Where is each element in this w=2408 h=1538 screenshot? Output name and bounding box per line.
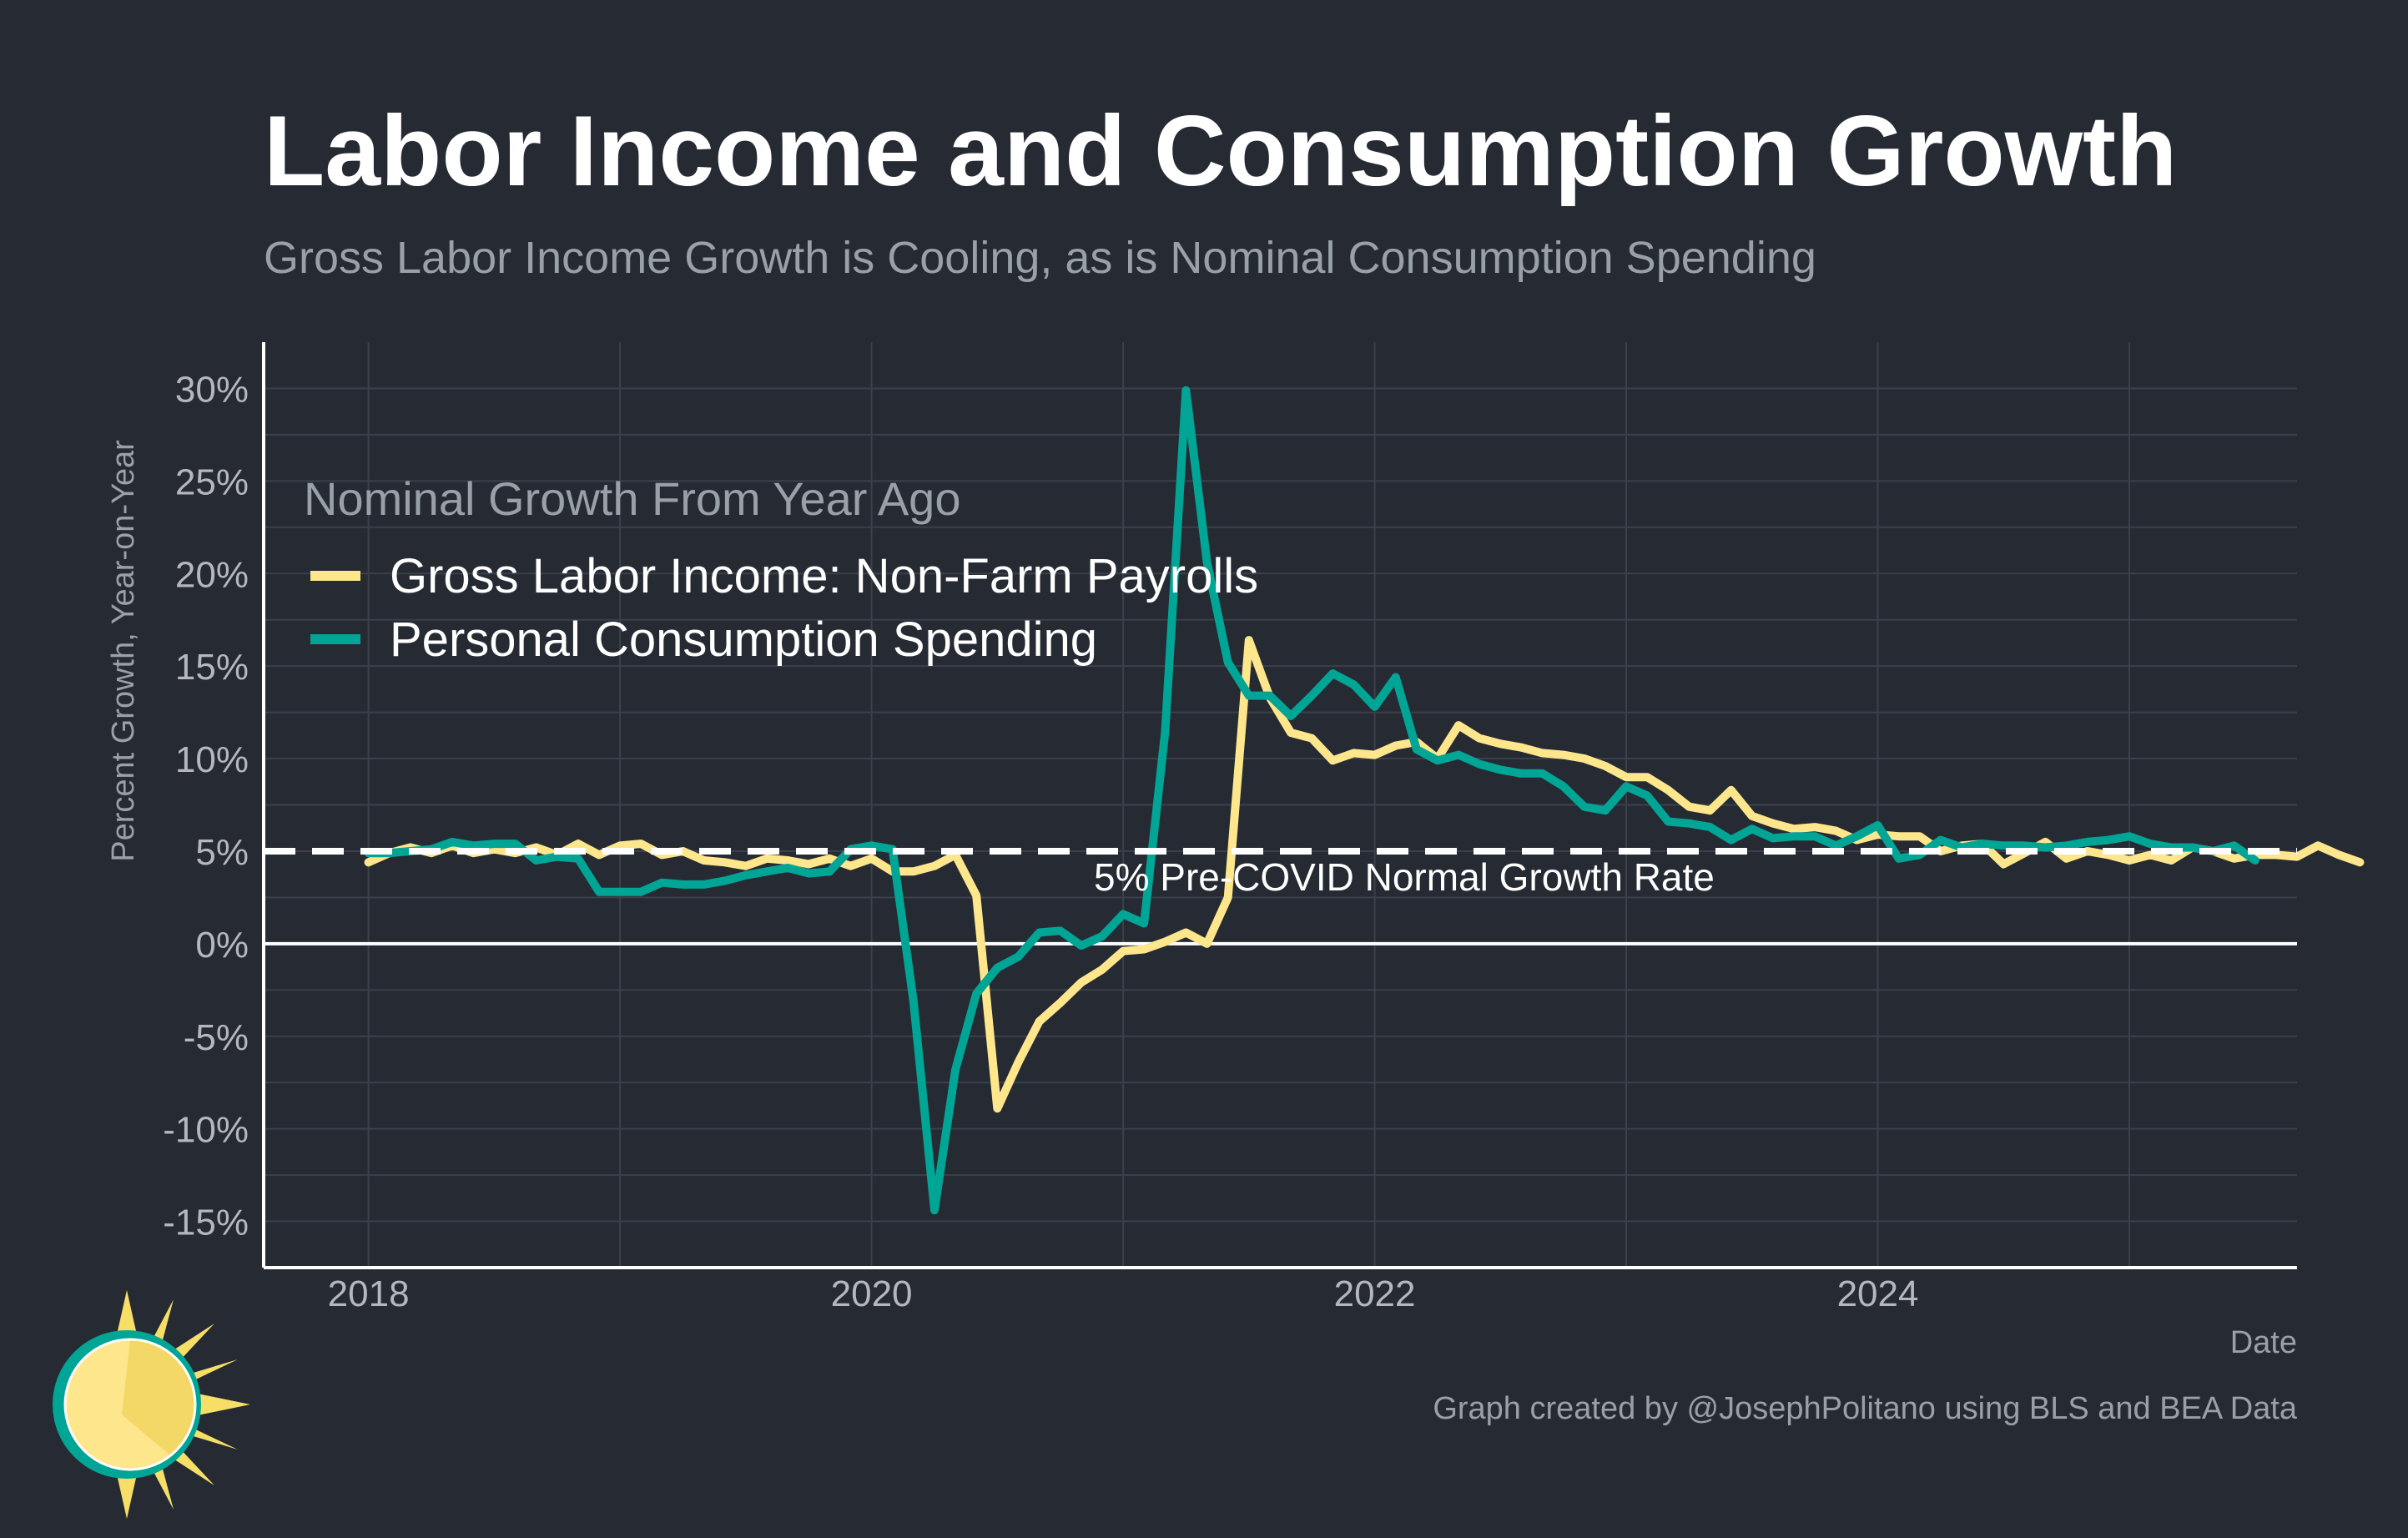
legend-label-consumption: Personal Consumption Spending	[390, 613, 1097, 667]
x-tick-label: 2020	[831, 1273, 913, 1314]
axes	[262, 342, 2297, 1269]
sun-logo-icon	[53, 1290, 250, 1519]
y-axis-label: Percent Growth, Year-on-Year	[106, 440, 141, 862]
y-tick-label: 15%	[175, 647, 249, 688]
legend: Nominal Growth From Year Ago Gross Labor…	[304, 472, 1258, 667]
caption: Graph created by @JosephPolitano using B…	[1433, 1391, 2298, 1426]
y-tick-label: 0%	[195, 925, 249, 966]
reference-line-label: 5% Pre-COVID Normal Growth Rate	[1094, 855, 1715, 899]
legend-label-labor: Gross Labor Income: Non-Farm Payrolls	[390, 549, 1258, 603]
y-tick-label: 30%	[175, 369, 249, 410]
series-lines	[264, 386, 2365, 1215]
y-tick-label: -5%	[184, 1017, 249, 1058]
y-tick-label: -10%	[163, 1110, 249, 1151]
y-tick-label: 25%	[175, 461, 249, 502]
legend-title: Nominal Growth From Year Ago	[304, 472, 960, 525]
series-line-consumption	[364, 386, 2259, 1215]
y-tick-label: 10%	[175, 739, 249, 780]
y-tick-label: 20%	[175, 554, 249, 595]
x-tick-label: 2024	[1837, 1273, 1919, 1314]
y-tick-label: -15%	[163, 1203, 249, 1243]
y-tick-label: 5%	[195, 832, 249, 873]
x-tick-label: 2022	[1334, 1273, 1416, 1314]
chart-subtitle: Gross Labor Income Growth is Cooling, as…	[264, 233, 1816, 283]
chart-title: Labor Income and Consumption Growth	[264, 95, 2177, 207]
x-axis-label: Date	[2230, 1325, 2297, 1360]
x-tick-label: 2018	[328, 1273, 410, 1314]
tick-labels: 30% 25% 20% 15% 10% 5% 0% -5% -10% -15% 2018 2020 20…	[163, 369, 1918, 1314]
